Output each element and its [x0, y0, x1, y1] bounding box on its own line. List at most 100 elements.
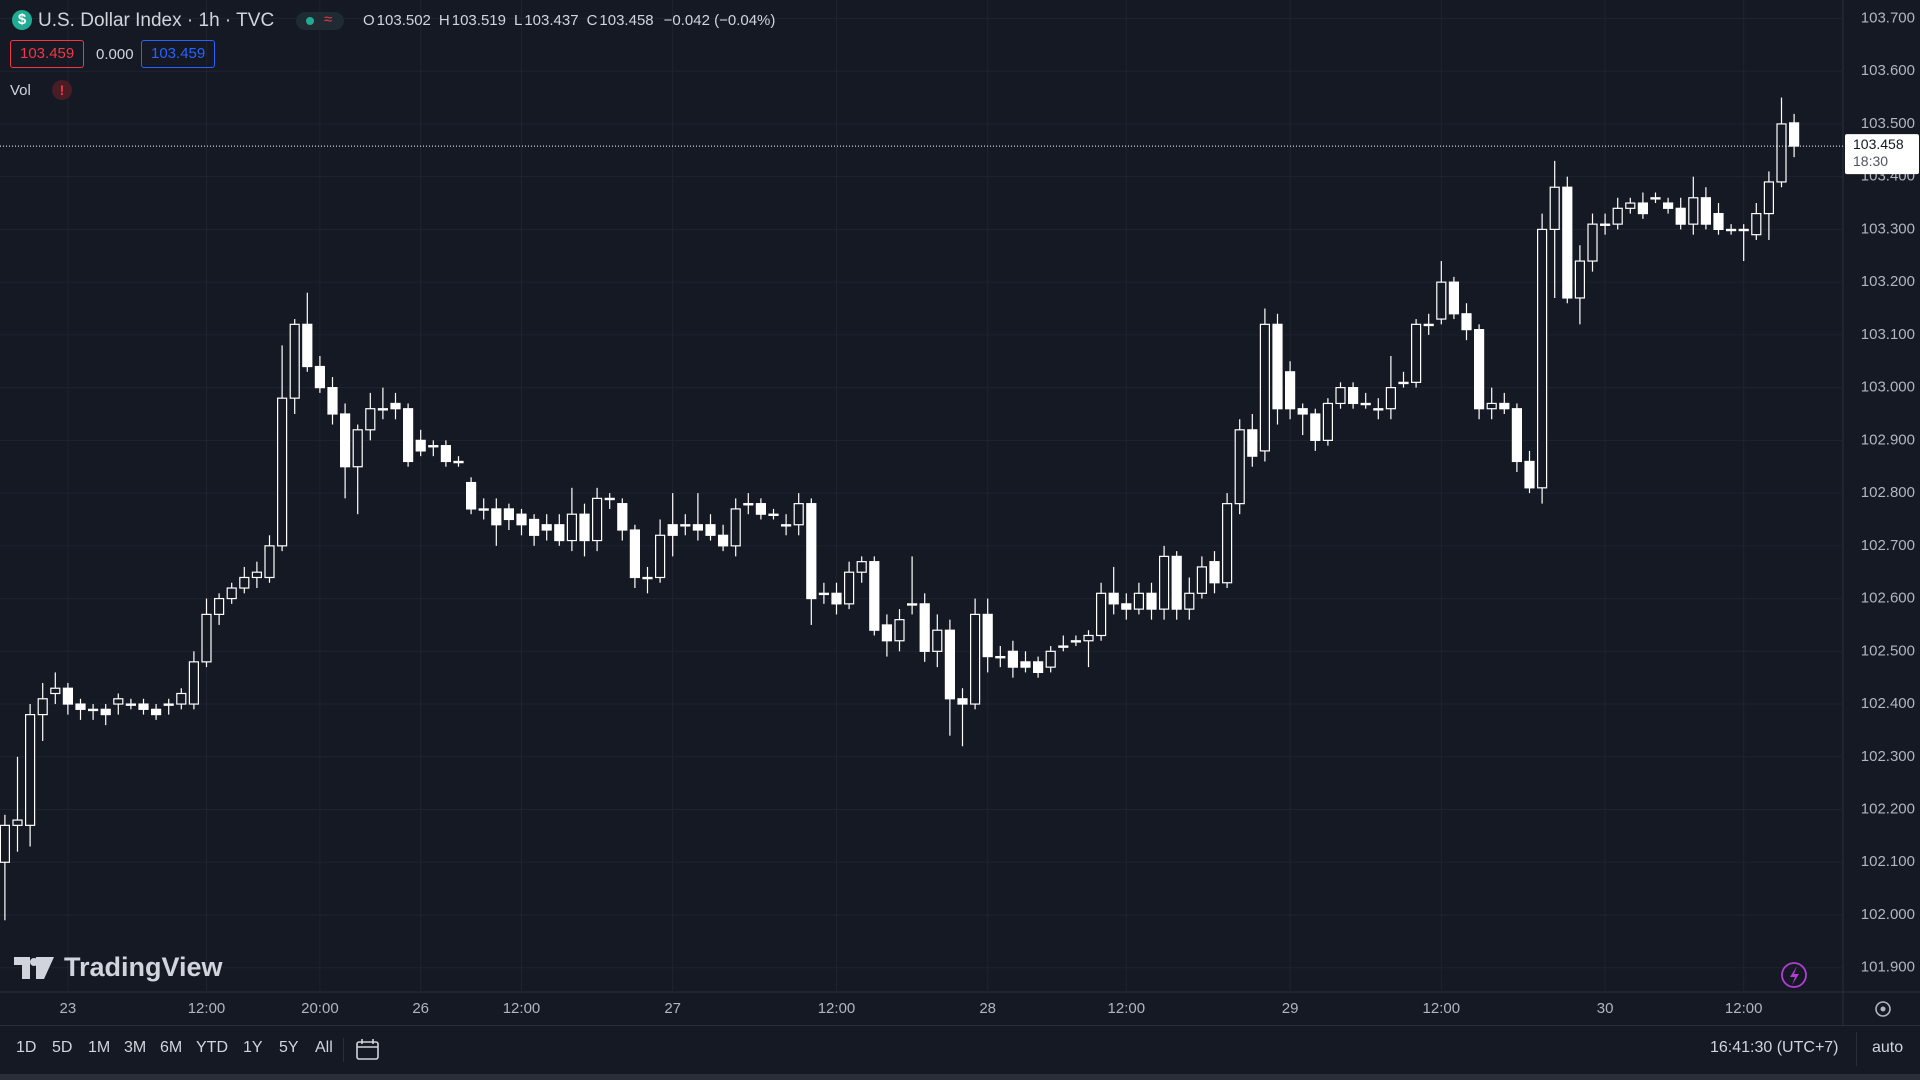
logo-text: TradingView — [64, 952, 223, 982]
symbol-title[interactable]: U.S. Dollar Index · 1h · TVC — [38, 10, 275, 31]
candle — [37, 682, 48, 741]
candle-body — [617, 503, 628, 531]
high-value: 103.519 — [451, 12, 506, 29]
range-button[interactable]: 5D — [52, 1039, 73, 1056]
range-button[interactable]: 1M — [88, 1039, 111, 1056]
candle-body — [906, 603, 918, 606]
range-button[interactable]: 3M — [124, 1039, 147, 1056]
candle-body — [440, 445, 451, 463]
candle-body — [1461, 313, 1472, 331]
candle-body — [755, 503, 767, 515]
candle-body — [806, 503, 817, 600]
candle-body — [881, 624, 893, 642]
candle-body — [1763, 181, 1775, 215]
candle — [390, 392, 401, 420]
ask-price[interactable]: 103.459 — [141, 40, 216, 68]
candle — [1675, 197, 1686, 230]
candle — [25, 704, 36, 847]
candle-body — [478, 508, 489, 511]
candle — [491, 498, 502, 546]
quick-action[interactable] — [1781, 962, 1807, 988]
y-tick-label: 102.100 — [1861, 853, 1915, 870]
range-button[interactable]: YTD — [196, 1039, 228, 1056]
candle — [969, 598, 981, 710]
candle-body — [730, 508, 741, 547]
candle-body — [1385, 387, 1397, 410]
candle — [1158, 545, 1170, 620]
candle-body — [1322, 402, 1334, 441]
candle-body — [579, 513, 590, 542]
ohlc-legend: O 103.502 H 103.519 L 103.437 C 103.458 −0.0… — [363, 12, 775, 29]
clock[interactable]: 16:41:30 (UTC+7) — [1710, 1039, 1839, 1056]
candle — [944, 619, 956, 736]
candle-body — [1310, 413, 1321, 441]
candle-body — [1045, 650, 1056, 668]
candle — [289, 319, 300, 414]
candle-body — [1335, 387, 1346, 405]
candle — [1776, 97, 1787, 188]
settings[interactable] — [1875, 1001, 1891, 1017]
y-tick-label: 102.000 — [1861, 906, 1915, 923]
candle-body — [1637, 202, 1649, 215]
candle — [1310, 408, 1321, 451]
candle-body — [390, 402, 401, 410]
candle-body — [1700, 197, 1712, 225]
range-button[interactable]: 1D — [16, 1039, 37, 1056]
logo: TradingView — [14, 952, 223, 983]
x-tick-label: 12:00 — [188, 1000, 226, 1017]
candle-body — [1398, 381, 1409, 385]
candle — [1700, 187, 1712, 230]
range-button[interactable]: All — [315, 1039, 333, 1056]
candle-body — [793, 503, 804, 526]
range-button[interactable]: 1Y — [243, 1039, 263, 1056]
candle — [226, 582, 237, 604]
candle — [1272, 313, 1283, 425]
candle — [503, 503, 514, 531]
toolbar-separator — [1856, 1032, 1857, 1066]
candle — [1373, 398, 1384, 420]
candle-body — [1738, 228, 1749, 232]
candle — [881, 614, 893, 657]
candle — [1574, 245, 1586, 325]
bid-price[interactable]: 103.459 — [10, 40, 85, 68]
candle-body — [453, 460, 464, 464]
range-button[interactable]: 6M — [160, 1039, 183, 1056]
status-pill: ≈ — [296, 11, 344, 30]
candle-body — [1146, 592, 1157, 610]
candle-body — [239, 576, 250, 589]
candle-body — [340, 413, 351, 468]
candle — [214, 593, 225, 625]
x-tick-label: 28 — [979, 1000, 996, 1017]
candle — [957, 688, 968, 747]
candle — [919, 593, 930, 662]
y-tick-label: 102.300 — [1861, 748, 1915, 765]
candle — [1788, 113, 1800, 158]
ohlc-letter: H — [438, 12, 450, 29]
candle — [806, 498, 817, 625]
candle-body — [1662, 202, 1674, 209]
candle — [453, 456, 464, 467]
x-tick-label: 27 — [664, 1000, 681, 1017]
goto-date[interactable] — [354, 1038, 382, 1062]
low-value: 103.437 — [524, 12, 579, 29]
volume-label[interactable]: Vol — [10, 82, 31, 99]
scale-mode[interactable]: auto — [1872, 1039, 1904, 1056]
candle-body — [1448, 281, 1460, 315]
candle-body — [1171, 555, 1182, 610]
candle-body — [0, 824, 11, 863]
candle-body — [932, 629, 943, 652]
candle — [705, 514, 716, 541]
candle — [1335, 382, 1346, 409]
candle — [680, 514, 691, 536]
candle-body — [1247, 429, 1258, 457]
range-button[interactable]: 5Y — [279, 1039, 299, 1056]
candle-body — [919, 603, 930, 652]
x-tick-label: 12:00 — [503, 1000, 541, 1017]
volume-alert[interactable]: ! — [52, 80, 72, 100]
calendar-icon — [356, 1039, 379, 1060]
candle — [604, 493, 615, 509]
candle — [1725, 224, 1737, 235]
candle — [1536, 213, 1548, 504]
candle — [1763, 171, 1775, 240]
candle — [1247, 413, 1258, 467]
